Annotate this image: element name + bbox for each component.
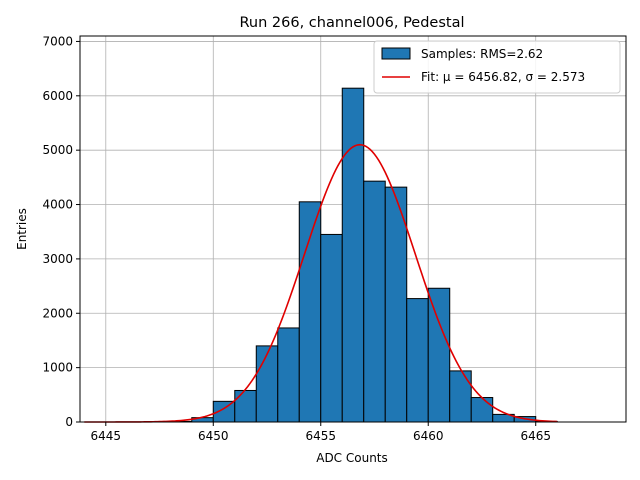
y-tick-label: 3000 xyxy=(42,252,73,266)
histogram-bar xyxy=(363,180,386,423)
histogram-bar xyxy=(427,287,451,423)
plot-frame xyxy=(79,35,627,423)
histogram-bar xyxy=(449,370,472,423)
chart-title: Run 266, channel006, Pedestal xyxy=(239,15,464,31)
y-tick-label: 5000 xyxy=(42,143,73,157)
histogram-bars xyxy=(169,87,558,423)
y-tick-label: 7000 xyxy=(42,34,73,48)
y-axis-ticks: 0 1000 2000 3000 4000 5000 6000 7000 xyxy=(42,34,80,429)
histogram-bar xyxy=(255,345,279,423)
legend-label-samples: Samples: RMS=2.62 xyxy=(421,47,543,61)
histogram-bar xyxy=(341,87,365,423)
x-axis-label: ADC Counts xyxy=(316,451,388,465)
y-tick-label: 2000 xyxy=(42,306,73,320)
legend-swatch-samples xyxy=(381,47,411,60)
y-tick-label: 6000 xyxy=(42,89,73,103)
y-tick-label: 1000 xyxy=(42,361,73,375)
y-tick-label: 0 xyxy=(65,415,73,429)
histogram-bar xyxy=(277,327,300,423)
x-tick-label: 6460 xyxy=(413,429,444,443)
histogram-bar xyxy=(234,389,257,423)
legend-label-fit: Fit: μ = 6456.82, σ = 2.573 xyxy=(421,70,585,84)
legend-frame xyxy=(373,40,621,94)
histogram-bar xyxy=(406,298,429,423)
legend: Samples: RMS=2.62 Fit: μ = 6456.82, σ = … xyxy=(373,40,621,94)
x-tick-label: 6455 xyxy=(305,429,336,443)
x-tick-label: 6465 xyxy=(520,429,551,443)
y-axis-label: Entries xyxy=(15,208,29,250)
x-tick-label: 6450 xyxy=(198,429,229,443)
y-tick-label: 4000 xyxy=(42,198,73,212)
histogram-bar xyxy=(320,233,343,423)
histogram-bar xyxy=(470,397,494,423)
x-tick-label: 6445 xyxy=(91,429,122,443)
x-axis-ticks: 6445 6450 6455 6460 6465 xyxy=(91,422,551,443)
histogram-bar xyxy=(384,186,408,423)
